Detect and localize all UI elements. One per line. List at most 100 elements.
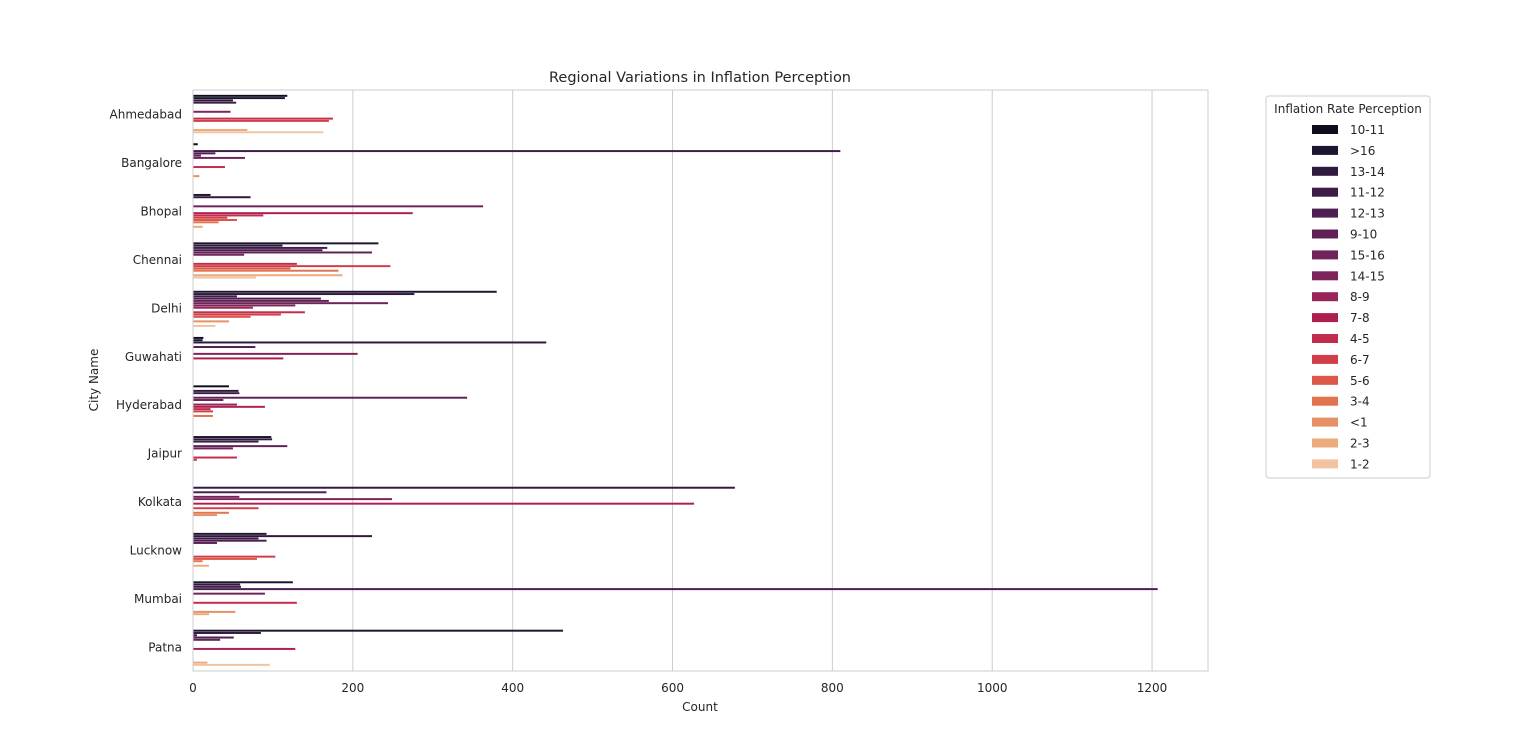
bar <box>193 661 208 664</box>
x-tick-label: 0 <box>189 681 197 695</box>
y-tick-label: Lucknow <box>130 543 183 557</box>
bar <box>193 119 329 122</box>
legend-swatch <box>1312 208 1338 218</box>
bar <box>193 242 379 245</box>
x-tick-label: 200 <box>341 681 364 695</box>
bar <box>193 311 305 314</box>
x-tick-label: 1000 <box>977 681 1008 695</box>
y-tick-label: Bangalore <box>121 156 182 170</box>
bar <box>193 414 213 417</box>
legend-swatch <box>1312 250 1338 260</box>
legend-label: 11-12 <box>1350 186 1385 200</box>
bar <box>193 631 261 634</box>
bar <box>193 313 281 316</box>
bar <box>193 352 358 355</box>
bar <box>193 166 225 169</box>
bar <box>193 408 211 411</box>
legend-swatch <box>1312 417 1338 427</box>
x-tick-label: 1200 <box>1137 681 1168 695</box>
bar <box>193 267 291 270</box>
legend-label: 14-15 <box>1350 269 1385 283</box>
bar <box>193 410 213 413</box>
x-tick-label: 400 <box>501 681 524 695</box>
bar <box>193 610 236 613</box>
bar <box>193 445 288 448</box>
legend-label: 8-9 <box>1350 290 1370 304</box>
y-axis-title: City Name <box>87 349 101 412</box>
x-tick-labels: 0 200 400 600 800 1000 1200 <box>189 681 1167 695</box>
bar <box>193 532 267 535</box>
legend-swatch <box>1312 334 1338 343</box>
y-tick-label: Patna <box>148 640 182 654</box>
bar <box>193 246 328 249</box>
bar <box>193 535 373 538</box>
legend-swatch <box>1312 438 1338 448</box>
chart-title: Regional Variations in Inflation Percept… <box>549 70 851 86</box>
bar <box>193 152 216 155</box>
bar <box>193 396 468 399</box>
legend-swatch <box>1312 187 1338 197</box>
bar <box>193 634 197 637</box>
bar <box>193 613 209 616</box>
bar <box>193 581 293 584</box>
bar <box>193 502 695 505</box>
bar <box>193 304 296 307</box>
y-tick-label: Kolkata <box>138 495 182 509</box>
legend-label: 10-11 <box>1350 123 1385 137</box>
bar <box>193 647 296 650</box>
bar <box>193 297 321 300</box>
bar <box>193 405 265 408</box>
bar <box>193 262 297 265</box>
legend-swatch <box>1312 271 1338 281</box>
legend-swatch <box>1312 396 1338 406</box>
legend-swatch <box>1312 354 1338 364</box>
legend-swatch <box>1312 459 1338 469</box>
legend-label: 5-6 <box>1350 374 1370 388</box>
bar <box>193 253 245 256</box>
bar <box>193 438 273 441</box>
legend-label: >16 <box>1350 144 1375 158</box>
bar <box>193 324 216 327</box>
bar <box>193 320 229 323</box>
bar <box>193 346 256 349</box>
bar <box>193 221 219 224</box>
bar <box>193 265 391 268</box>
bar <box>193 514 217 517</box>
bar <box>193 583 241 586</box>
legend-label: 12-13 <box>1350 207 1385 221</box>
bar <box>193 339 203 342</box>
bar <box>193 498 393 501</box>
bar <box>193 154 201 157</box>
legend-label: 1-2 <box>1350 457 1370 471</box>
y-tick-label: Bhopal <box>141 205 182 219</box>
bar <box>193 225 203 228</box>
bar <box>193 244 283 247</box>
x-tick-label: 600 <box>661 681 684 695</box>
legend: Inflation Rate Perception 10-11>1613-141… <box>1265 95 1431 479</box>
legend-label: 2-3 <box>1350 437 1370 451</box>
legend-box <box>1265 95 1431 479</box>
bar <box>193 156 245 159</box>
legend-swatch <box>1312 313 1338 323</box>
legend-label: 3-4 <box>1350 395 1370 409</box>
bar <box>193 175 200 178</box>
y-tick-label: Mumbai <box>134 592 182 606</box>
bar <box>193 101 237 104</box>
bar <box>193 486 735 489</box>
bar <box>193 143 198 146</box>
legend-label: 7-8 <box>1350 311 1370 325</box>
y-tick-label: Chennai <box>133 253 182 267</box>
bar <box>193 601 297 604</box>
bar <box>193 293 415 296</box>
y-tick-label: Guwahati <box>125 350 182 364</box>
y-tick-label: Delhi <box>151 301 182 315</box>
bar <box>193 585 241 588</box>
bar <box>193 385 229 388</box>
y-tick-label: Jaipur <box>147 447 182 461</box>
legend-swatch <box>1312 145 1338 155</box>
bar <box>193 216 228 219</box>
bar <box>193 302 389 305</box>
legend-swatch <box>1312 292 1338 302</box>
bar <box>193 636 234 639</box>
bar <box>193 97 285 100</box>
